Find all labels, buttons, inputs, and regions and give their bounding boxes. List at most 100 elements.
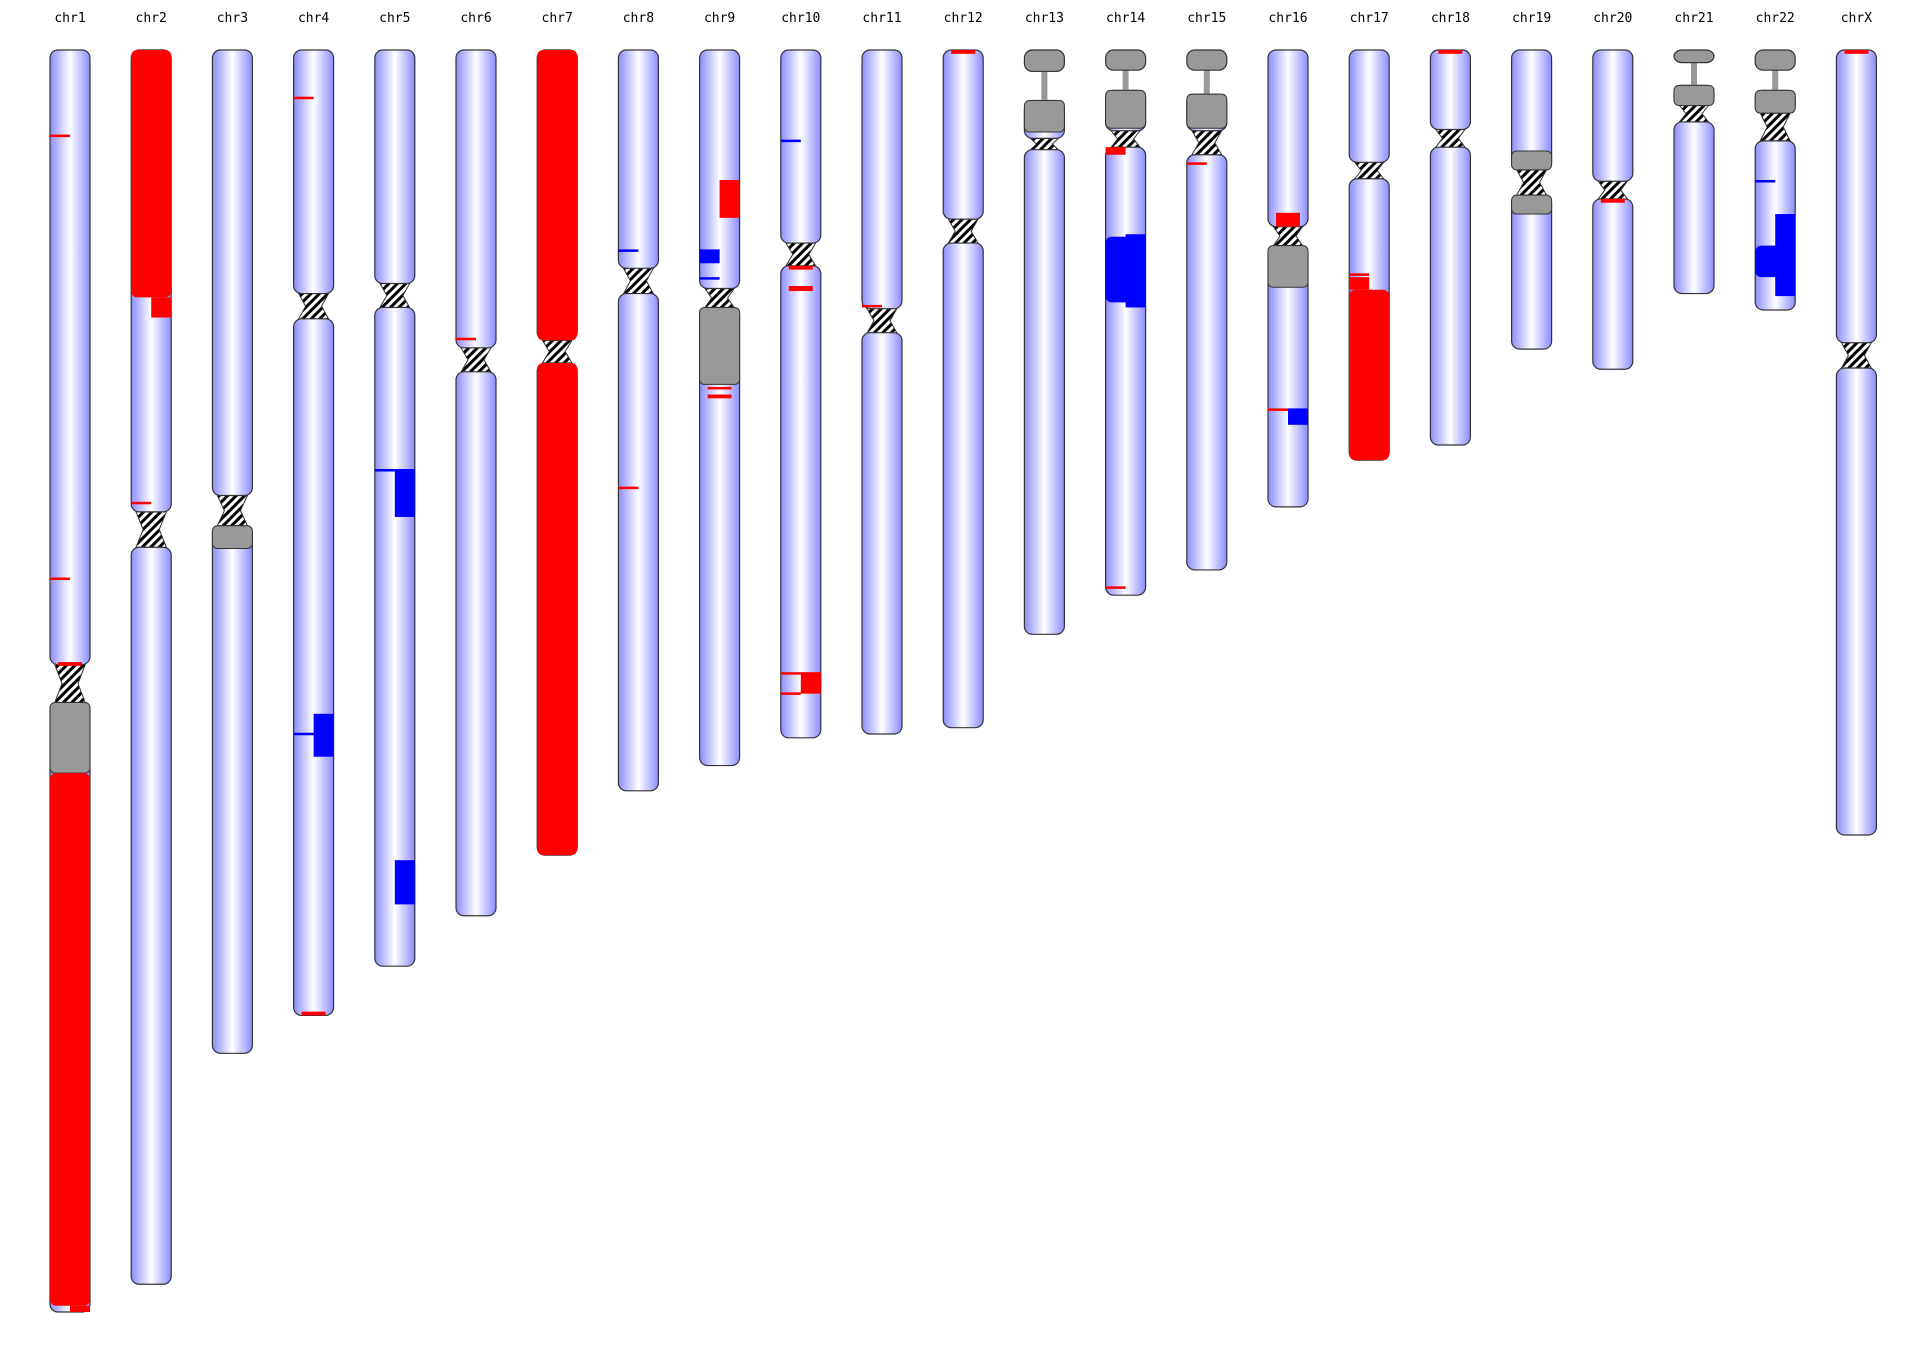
q-arm (455, 371, 497, 917)
chromosome-label: chr21 (1674, 11, 1713, 26)
gain-segment (1600, 198, 1625, 203)
centromere (1352, 159, 1387, 182)
chromosome-chr4: chr4 (293, 11, 335, 1017)
chromosome-label: chr19 (1512, 11, 1551, 26)
loss-segment (699, 277, 720, 280)
p-arm (780, 49, 822, 244)
chromosome-chr7: chr7 (536, 11, 578, 856)
gain-segment (537, 50, 578, 341)
loss-segment (1288, 408, 1308, 425)
gain-segment (301, 1011, 326, 1016)
centromere (1433, 127, 1468, 150)
chromosome-label: chr17 (1350, 11, 1389, 26)
q-arm (1835, 367, 1878, 836)
gain-segment (707, 394, 732, 399)
gain-segment (58, 662, 82, 666)
gain-segment (788, 285, 813, 292)
heterochromatin-block (211, 525, 253, 549)
loss-segment (394, 860, 415, 905)
chromosome-label: chr6 (460, 11, 491, 26)
q-arm (1510, 194, 1553, 350)
gain-segment (1186, 162, 1207, 165)
centromere (783, 240, 818, 269)
chromosome-chr11: chr11 (861, 11, 903, 735)
centromere (1108, 128, 1143, 150)
loss-segment (699, 249, 720, 264)
gain-segment (800, 672, 821, 694)
loss-segment (1775, 214, 1796, 297)
q-arm (780, 265, 822, 739)
heterochromatin-block (1511, 194, 1553, 215)
chromosome-label: chr7 (542, 11, 573, 26)
gain-segment (293, 96, 314, 100)
chromosome-chr10: chr10 (780, 11, 822, 739)
p-arm (698, 49, 741, 290)
heterochromatin-block (1511, 150, 1553, 171)
chromosome-chr15: chr15 (1186, 11, 1228, 571)
gain-segment (780, 692, 801, 695)
centromere (540, 337, 575, 366)
gain-segment (1105, 147, 1126, 155)
gain-segment (131, 50, 172, 298)
satellite (1023, 49, 1066, 73)
chromosome-label: chr9 (704, 11, 735, 26)
chromosome-label: chr8 (623, 11, 654, 26)
p-arm (861, 49, 903, 310)
satellite-stalk (1041, 71, 1048, 103)
gain-segment (151, 297, 172, 318)
satellite-stalk (1203, 70, 1210, 97)
centromere (459, 345, 493, 375)
loss-segment (1125, 234, 1146, 308)
centromere (1189, 128, 1224, 158)
centromere (215, 492, 250, 529)
satellite-stalk (1122, 70, 1129, 93)
centromere (53, 662, 87, 705)
q-arm (130, 546, 172, 1285)
chromosome-chr17: chr17 (1348, 11, 1390, 461)
heterochromatin-block (1105, 89, 1147, 129)
q-arm (1186, 154, 1228, 571)
chromosome-label: chr1 (54, 11, 85, 26)
gain-segment (1105, 586, 1126, 589)
centromere (1839, 340, 1874, 371)
gain-segment (537, 362, 578, 856)
gain-segment (862, 304, 882, 308)
centromere (1271, 224, 1305, 249)
chromosome-label: chr22 (1756, 11, 1795, 26)
chromosome-label: chr4 (298, 11, 329, 26)
chromosome-label: chr12 (944, 11, 983, 26)
gain-segment (780, 672, 801, 675)
centromere (1758, 110, 1793, 144)
chromosome-chr2: chr2 (130, 11, 172, 1285)
chromosome-chr13: chr13 (1023, 11, 1066, 635)
q-arm (1023, 149, 1066, 635)
chromosome-chr19: chr19 (1510, 11, 1553, 350)
chromosome-label: chr16 (1268, 11, 1307, 26)
chromosome-label: chr2 (136, 11, 167, 26)
gain-segment (1844, 50, 1869, 54)
p-arm (1835, 49, 1878, 344)
p-arm (455, 49, 497, 349)
heterochromatin-block (1023, 99, 1065, 133)
p-arm (49, 49, 91, 666)
centromere (296, 291, 331, 322)
p-arm (1592, 49, 1634, 182)
q-arm (211, 525, 253, 1054)
gain-segment (1349, 277, 1370, 290)
centromere (946, 216, 981, 246)
gain-segment (131, 501, 152, 505)
satellite (1754, 49, 1796, 71)
centromere (702, 286, 737, 310)
p-arm (211, 49, 253, 497)
chromosome-label: chr15 (1187, 11, 1226, 26)
gain-segment (1276, 212, 1300, 227)
chromosome-chr3: chr3 (211, 11, 253, 1054)
chromosome-label: chr13 (1025, 11, 1064, 26)
gain-segment (50, 577, 70, 581)
gain-segment (1268, 408, 1288, 411)
gain-segment (50, 134, 70, 138)
chromosome-chr21: chr21 (1673, 11, 1715, 295)
centromere (1676, 103, 1712, 125)
chromosome-chr14: chr14 (1104, 11, 1147, 596)
